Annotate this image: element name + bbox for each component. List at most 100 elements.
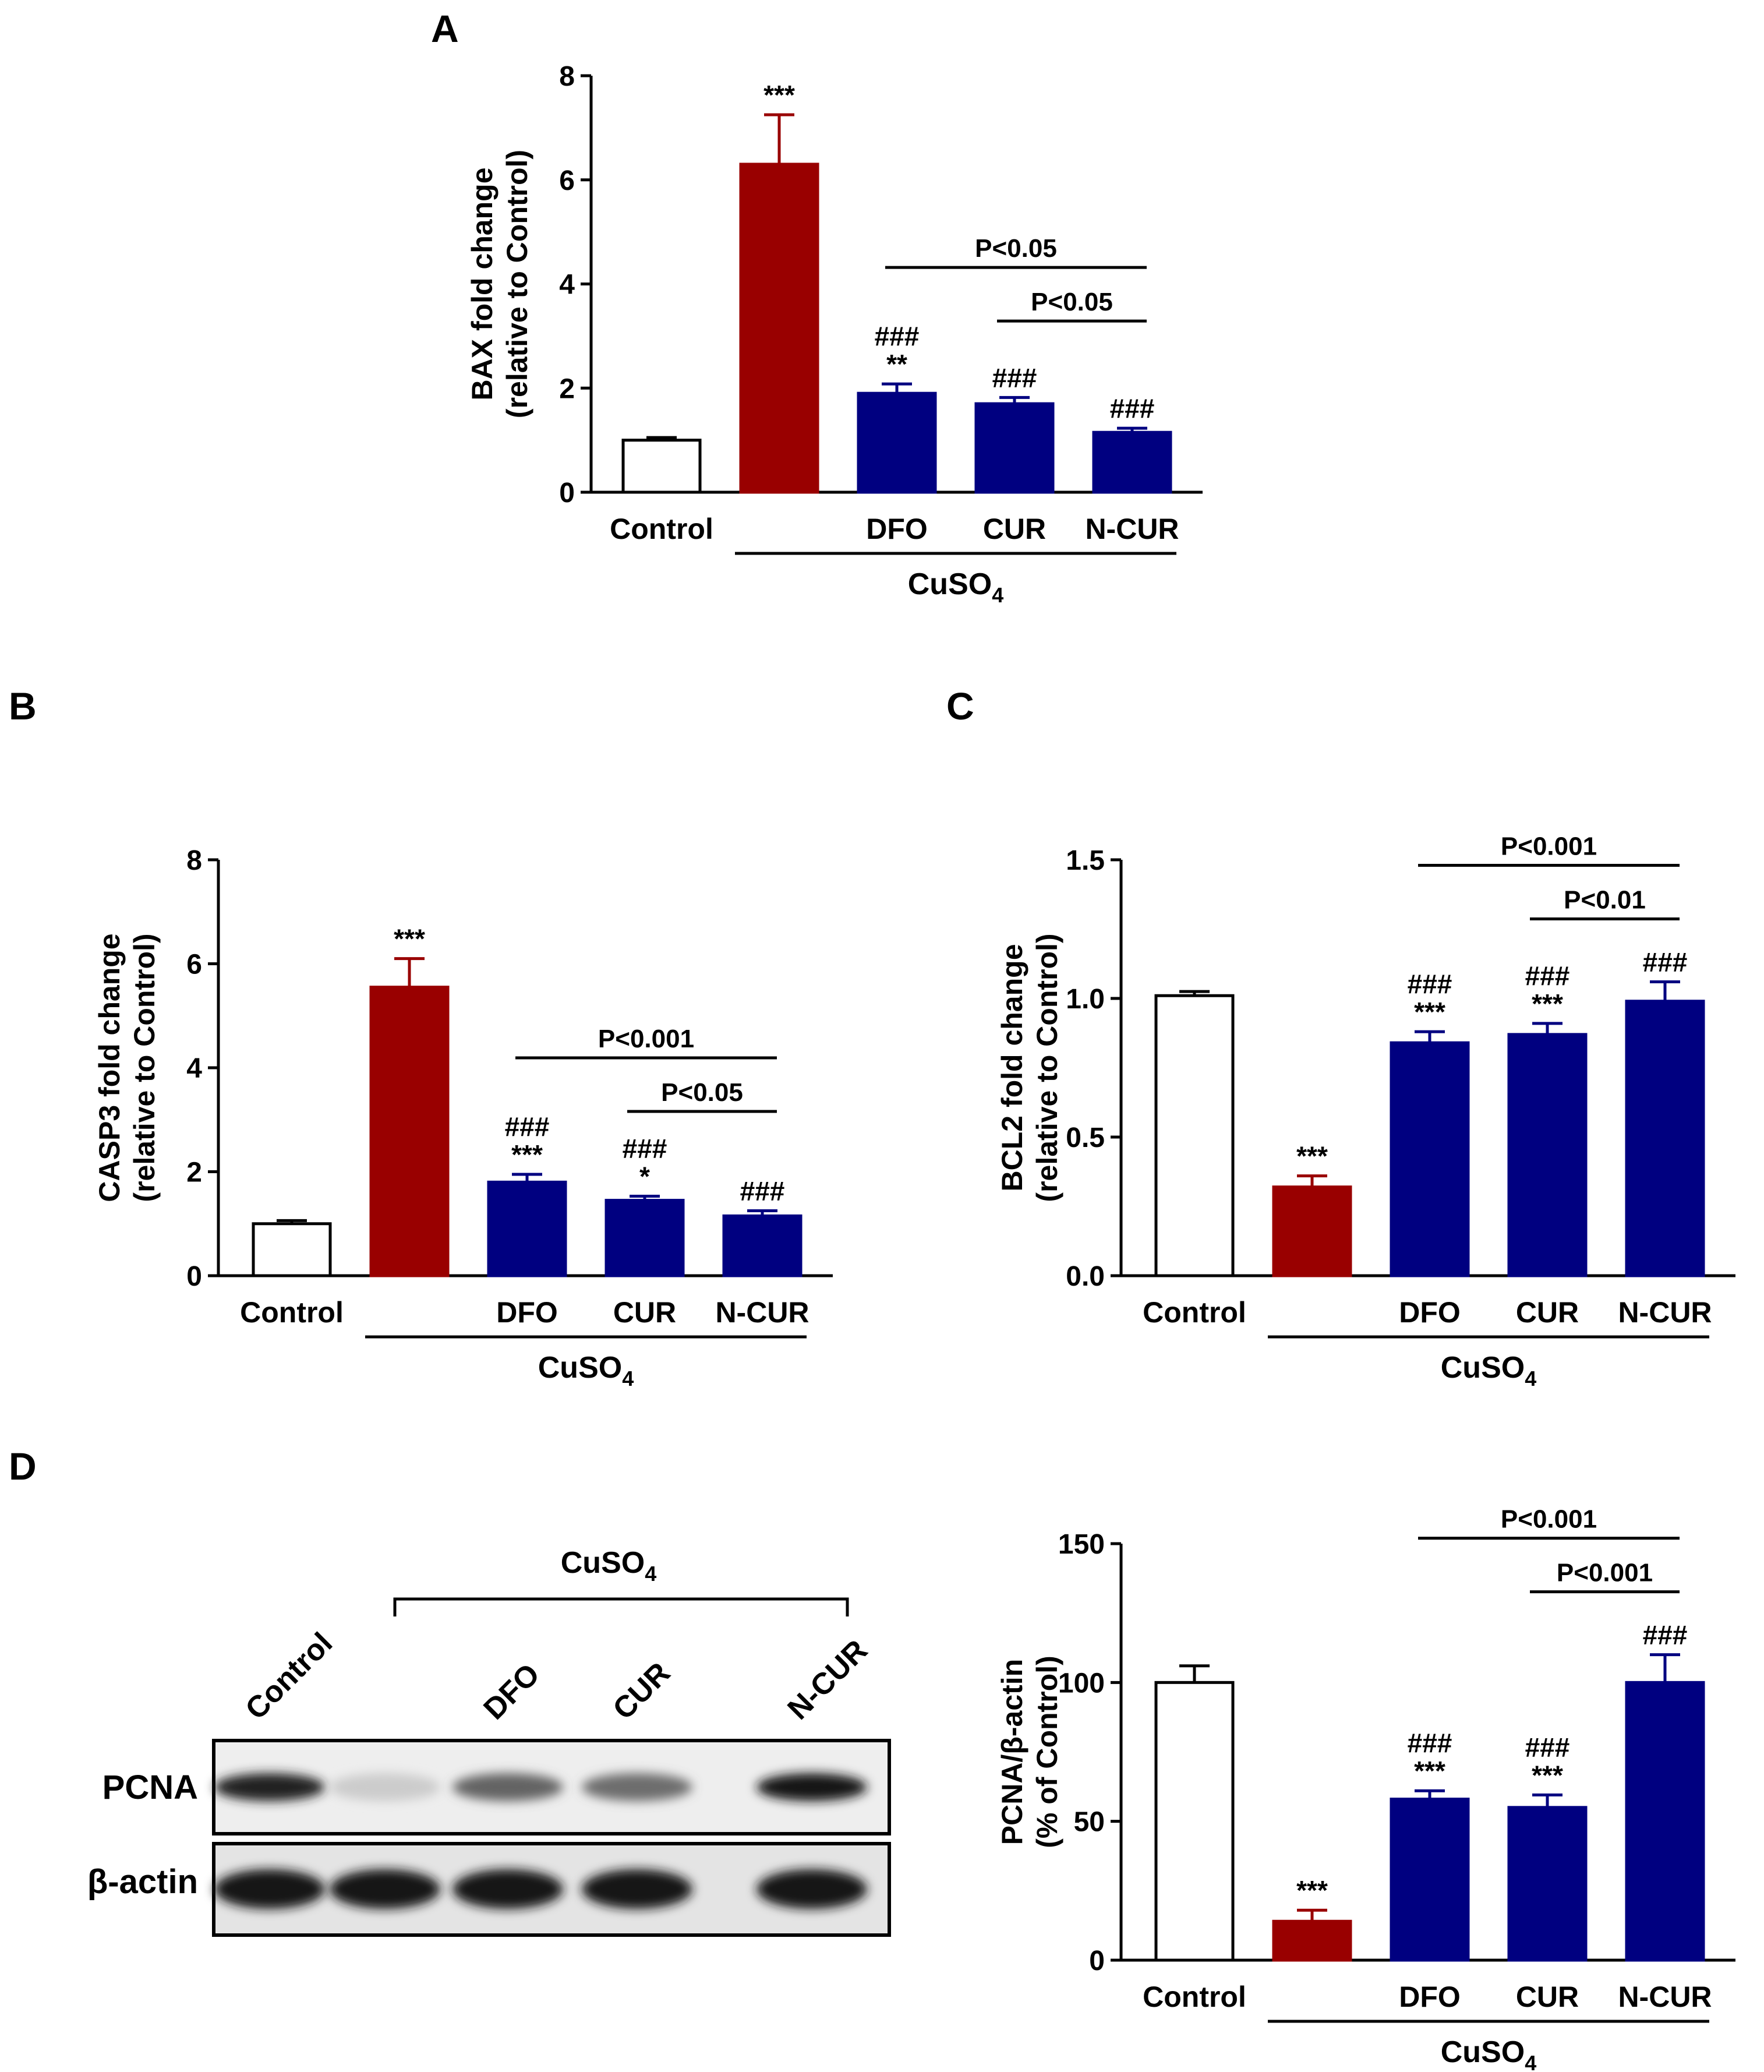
y-axis-title: PCNA/β-actin(% of Control) — [996, 1656, 1063, 1848]
category-label: DFO — [1399, 1296, 1461, 1329]
cuso4-group-label: CuSO4 — [908, 567, 1003, 607]
cuso4-group-label: CuSO4 — [538, 1351, 634, 1390]
category-label: DFO — [496, 1296, 558, 1329]
significance-mark: ### — [1525, 1732, 1570, 1762]
category-label: Control — [610, 513, 713, 545]
category-label: N-CUR — [715, 1296, 809, 1329]
y-tick-label: 8 — [559, 61, 575, 92]
comparison-label: P<0.05 — [1031, 288, 1113, 316]
category-label: Control — [1143, 1296, 1246, 1329]
bar — [487, 1180, 567, 1277]
blot-cuso4-bracket — [393, 1597, 849, 1616]
bar — [1390, 1041, 1470, 1277]
blot-lane-labels: Control DFO CUR N-CUR — [239, 1626, 874, 1727]
blot-lane-label: N-CUR — [781, 1633, 874, 1726]
y-tick-label: 1.5 — [1066, 845, 1105, 876]
significance-mark: *** — [1414, 1756, 1445, 1786]
y-tick-label: 0 — [1089, 1946, 1105, 1976]
blot-lane-label: Control — [239, 1626, 339, 1727]
western-blot: Control DFO CUR N-CUR CuSO4 PCNA β-actin — [87, 1546, 891, 1937]
y-tick-label: 50 — [1074, 1807, 1105, 1838]
bar — [1390, 1798, 1470, 1962]
significance-mark: ### — [1408, 969, 1452, 999]
y-tick-label: 6 — [559, 165, 575, 196]
bar — [369, 986, 450, 1277]
category-label: CUR — [1516, 1296, 1579, 1329]
panel-letter-c: C — [946, 684, 974, 728]
significance-mark: ### — [1643, 947, 1688, 977]
significance-mark: ### — [623, 1133, 667, 1163]
blot-band — [756, 1869, 867, 1909]
bar — [1154, 994, 1235, 1277]
bar — [857, 391, 937, 494]
y-tick-label: 150 — [1058, 1529, 1105, 1560]
blot-band — [453, 1869, 563, 1909]
y-tick-label: 0 — [559, 478, 575, 509]
bar — [1272, 1185, 1352, 1277]
pcna-chart: 0 50 100 150 PCNA/β-actin(% of Control) Contr… — [996, 1505, 1735, 2072]
comparison-label: P<0.001 — [1501, 1505, 1597, 1534]
significance-mark: *** — [1296, 1875, 1328, 1905]
blot-band — [582, 1869, 692, 1909]
y-tick-label: 0.0 — [1066, 1261, 1105, 1292]
comparison-label: P<0.001 — [598, 1025, 694, 1053]
significance-mark: ### — [875, 321, 920, 351]
y-tick-label: 100 — [1058, 1668, 1105, 1699]
casp3-chart: 0 2 4 6 8 CASP3 fold change(relative to Contr… — [93, 845, 833, 1390]
category-label: CUR — [983, 513, 1046, 545]
bar — [1507, 1033, 1588, 1277]
blot-band — [756, 1773, 867, 1801]
significance-mark: *** — [1532, 1760, 1563, 1790]
bar — [621, 439, 702, 494]
y-tick-label: 1.0 — [1066, 984, 1105, 1015]
cuso4-group-label: CuSO4 — [1441, 2035, 1536, 2072]
bar — [1507, 1806, 1588, 1962]
significance-mark: ### — [1643, 1620, 1688, 1650]
category-label: N-CUR — [1618, 1296, 1712, 1329]
y-axis-title: BCL2 fold change(relative to Control) — [996, 933, 1063, 1202]
blot-actin-bands — [214, 1869, 867, 1909]
significance-mark: *** — [1414, 997, 1445, 1027]
y-tick-label: 0 — [186, 1261, 202, 1292]
bar — [1625, 1000, 1705, 1277]
significance-mark: ### — [1525, 961, 1570, 991]
significance-mark: *** — [1296, 1141, 1328, 1171]
blot-lane-label: DFO — [477, 1657, 546, 1727]
category-label: Control — [240, 1296, 344, 1329]
comparison-label: P<0.05 — [975, 234, 1057, 263]
bar — [252, 1222, 332, 1277]
y-tick-label: 4 — [186, 1053, 202, 1084]
blot-band — [330, 1869, 440, 1909]
panel-letter-a: A — [431, 7, 459, 50]
significance-mark: ** — [886, 349, 907, 379]
category-label: DFO — [1399, 1981, 1461, 2013]
category-label: N-CUR — [1085, 513, 1179, 545]
bar — [605, 1199, 685, 1277]
bar — [1154, 1681, 1235, 1962]
blot-cuso4-label: CuSO4 — [561, 1546, 656, 1586]
category-label: CUR — [613, 1296, 676, 1329]
blot-band — [214, 1773, 325, 1801]
cuso4-group-label: CuSO4 — [1441, 1351, 1536, 1390]
y-axis-title: CASP3 fold change(relative to Control) — [93, 933, 161, 1202]
y-tick-label: 6 — [186, 949, 202, 980]
significance-mark: *** — [763, 80, 795, 110]
category-label: CUR — [1516, 1981, 1579, 2013]
comparison-label: P<0.01 — [1564, 885, 1646, 914]
bar — [974, 402, 1055, 494]
blot-band — [214, 1869, 325, 1909]
y-tick-label: 2 — [559, 373, 575, 404]
y-axis-title: BAX fold change(relative to Control) — [466, 150, 533, 418]
blot-pcna-label: PCNA — [102, 1769, 198, 1806]
blot-band — [453, 1773, 563, 1801]
bcl2-chart: 0.0 0.5 1.0 1.5 BCL2 fold change(relative to… — [996, 832, 1735, 1390]
significance-mark: ### — [1408, 1728, 1452, 1758]
significance-mark: ### — [1110, 393, 1155, 423]
significance-mark: ### — [505, 1111, 550, 1142]
category-label: DFO — [866, 513, 928, 545]
significance-mark: ### — [992, 362, 1037, 393]
panel-letter-d: D — [9, 1445, 37, 1488]
comparison-label: P<0.001 — [1557, 1559, 1653, 1587]
significance-mark: * — [639, 1161, 650, 1191]
